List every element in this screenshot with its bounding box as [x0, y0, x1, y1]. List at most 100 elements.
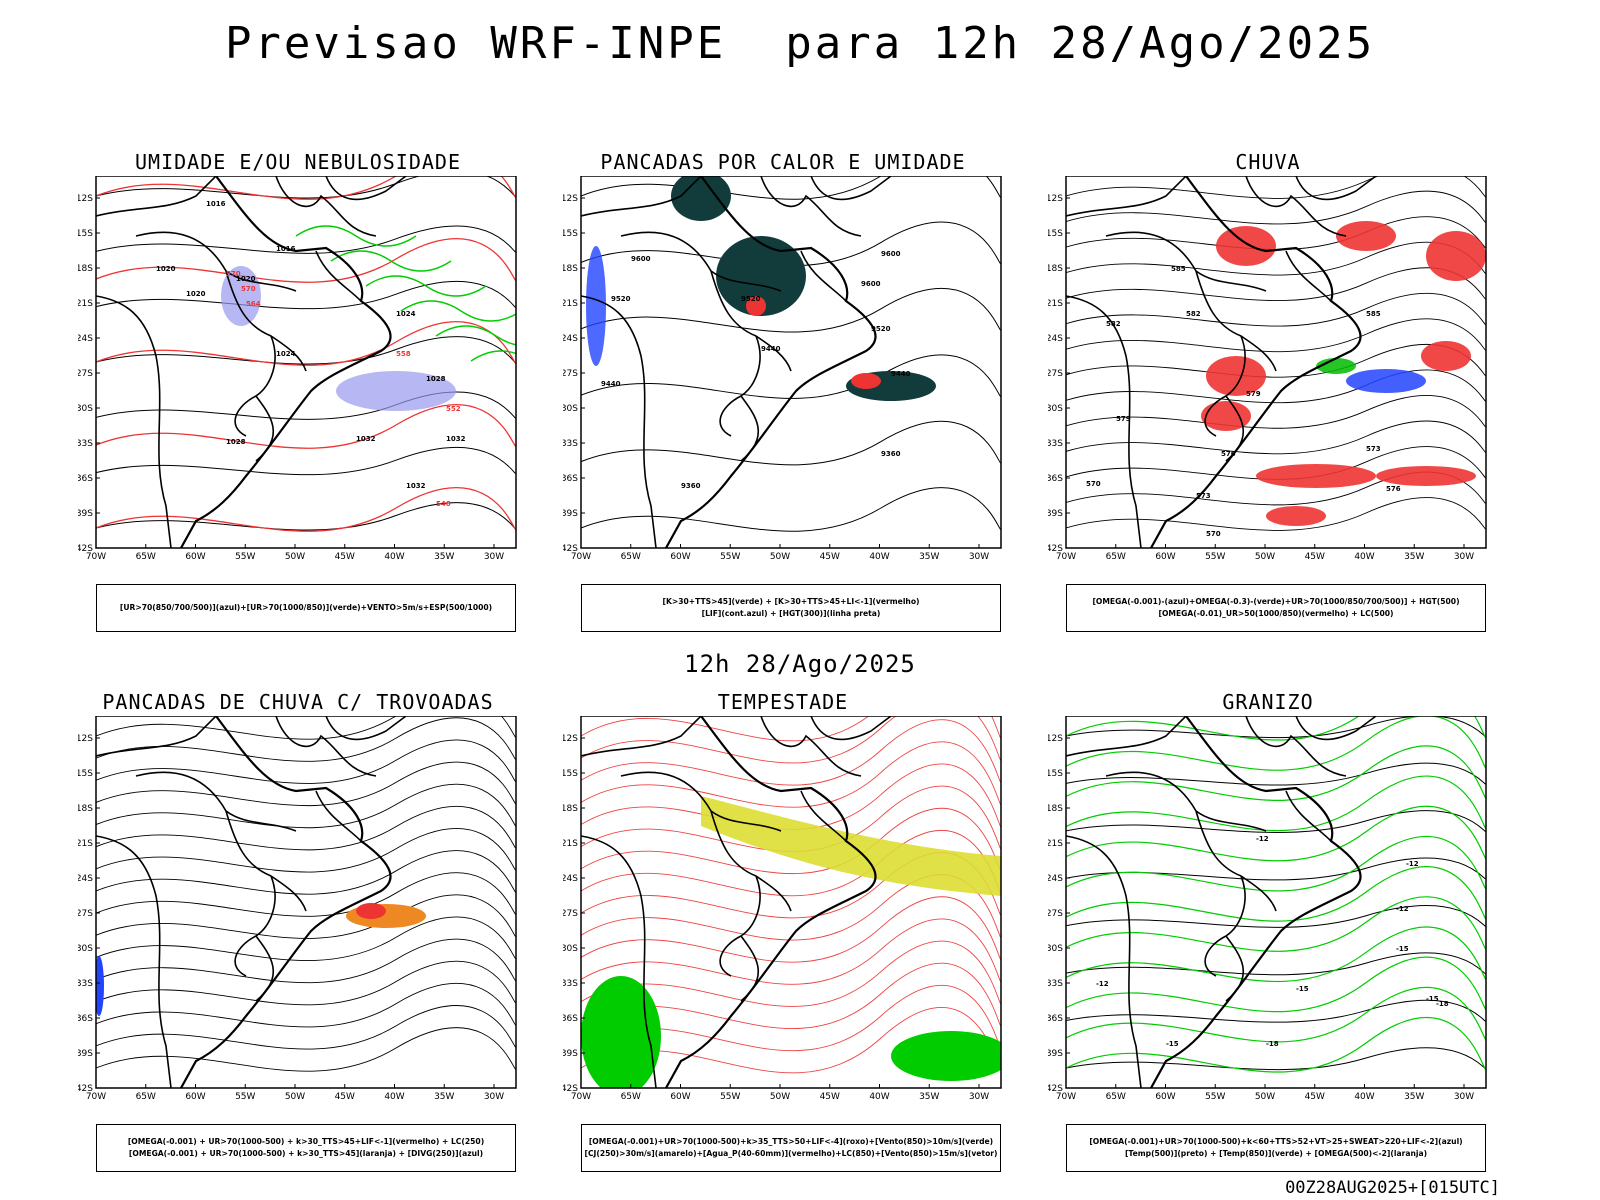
longitude-label: 70W: [1056, 1092, 1076, 1102]
latitude-label: 18S: [1048, 804, 1063, 814]
latitude-label: 42S: [78, 544, 93, 554]
latitude-label: 27S: [563, 369, 578, 379]
longitude-label: 40W: [384, 1092, 404, 1102]
latitude-label: 12S: [563, 734, 578, 744]
rain-area: [1426, 231, 1486, 281]
contour-label: 552: [446, 405, 461, 413]
contour-label: 1032: [406, 482, 426, 490]
longitude-label: 45W: [1305, 1092, 1325, 1102]
panel-legend: [K>30+TTS>45](verde) + [K>30+TTS>45+LI<-…: [581, 584, 1001, 632]
rain-area: [1201, 401, 1251, 431]
contour-label: 576: [1221, 450, 1236, 458]
run-timestamp: 00Z28AUG2025+[015UTC]: [1285, 1178, 1500, 1198]
longitude-label: 55W: [235, 1092, 255, 1102]
longitude-label: 30W: [1454, 552, 1474, 562]
latitude-label: 21S: [78, 299, 93, 309]
longitude-label: 35W: [919, 552, 939, 562]
latitude-label: 42S: [78, 1084, 93, 1094]
contour-label: -15: [1426, 995, 1439, 1003]
latitude-label: 18S: [563, 264, 578, 274]
latitude-label: 33S: [1048, 439, 1063, 449]
latitude-label: 15S: [563, 769, 578, 779]
contour-label: 9600: [861, 280, 881, 288]
latitude-label: 30S: [78, 404, 93, 414]
contour-label: 1020: [156, 265, 176, 273]
longitude-label: 60W: [670, 552, 690, 562]
contour-label: -12: [1396, 905, 1409, 913]
longitude-label: 70W: [571, 1092, 591, 1102]
contour-label: 1028: [426, 375, 446, 383]
latitude-label: 12S: [1048, 734, 1063, 744]
contour-label: 579: [1246, 390, 1261, 398]
latitude-label: 27S: [563, 909, 578, 919]
map-panel: CHUVA 585 582 582 585 579 579 576 573 570 573 570 57…: [1048, 150, 1488, 632]
rain-area: [1256, 464, 1376, 488]
panel-title: CHUVA: [1235, 150, 1301, 174]
longitude-label: 60W: [1155, 552, 1175, 562]
rain-area: [1336, 221, 1396, 251]
latitude-label: 30S: [563, 404, 578, 414]
latitude-label: 39S: [563, 509, 578, 519]
latitude-label: 21S: [563, 839, 578, 849]
latitude-label: 27S: [78, 909, 93, 919]
contour-label: -12: [1406, 860, 1419, 868]
contour-label: 564: [246, 300, 261, 308]
legend-line: [OMEGA(-0.001)-(azul)+OMEGA(-0.3)-(verde…: [1092, 597, 1460, 606]
longitude-label: 65W: [136, 552, 156, 562]
latitude-label: 33S: [78, 979, 93, 989]
map-panel: GRANIZO -12 -12 -12 -15 -15 -15 -18 -18 -15 -12 12S…: [1048, 690, 1488, 1172]
longitude-label: 45W: [335, 1092, 355, 1102]
longitude-label: 65W: [1106, 1092, 1126, 1102]
contour-label: 1028: [226, 438, 246, 446]
longitude-label: 55W: [720, 1092, 740, 1102]
latitude-label: 21S: [1048, 839, 1063, 849]
contour-label: -18: [1436, 1000, 1449, 1008]
panel-title: UMIDADE E/OU NEBULOSIDADE: [134, 150, 462, 174]
latitude-label: 24S: [1048, 874, 1063, 884]
latitude-label: 18S: [78, 804, 93, 814]
latitude-label: 18S: [78, 264, 93, 274]
longitude-label: 50W: [1255, 1092, 1275, 1102]
panel-legend: [OMEGA(-0.001)+UR>70(1000-500)+k>35_TTS>…: [581, 1124, 1001, 1172]
legend-line: [OMEGA(-0.01)_UR>50(1000/850)(vermelho) …: [1158, 609, 1394, 618]
contour-label: 9520: [871, 325, 891, 333]
ascent-area: [1346, 369, 1426, 393]
latitude-label: 36S: [563, 1014, 578, 1024]
contour-label: 1032: [356, 435, 376, 443]
longitude-label: 60W: [670, 1092, 690, 1102]
contour-label: 9520: [611, 295, 631, 303]
latitude-label: 33S: [563, 439, 578, 449]
contour-label: 579: [1116, 415, 1131, 423]
contour-label: 1016: [206, 200, 226, 208]
latitude-label: 21S: [563, 299, 578, 309]
longitude-label: 30W: [484, 552, 504, 562]
latitude-label: 33S: [563, 979, 578, 989]
lif-area: [586, 246, 606, 366]
latitude-label: 15S: [1048, 769, 1063, 779]
contour-label: 1024: [276, 350, 296, 358]
strong-instability-area: [851, 373, 881, 389]
contour-label: 1016: [276, 245, 296, 253]
longitude-label: 40W: [869, 1092, 889, 1102]
latitude-label: 15S: [78, 229, 93, 239]
longitude-label: 50W: [285, 1092, 305, 1102]
contour-label: 576: [1386, 485, 1401, 493]
latitude-label: 36S: [78, 474, 93, 484]
latitude-label: 36S: [1048, 474, 1063, 484]
legend-line: [UR>70(850/700/500)](azul)+[UR>70(1000/8…: [119, 603, 493, 612]
latitude-label: 39S: [1048, 509, 1063, 519]
latitude-label: 18S: [563, 804, 578, 814]
latitude-label: 36S: [1048, 1014, 1063, 1024]
latitude-label: 12S: [563, 194, 578, 204]
map-panel: UMIDADE E/OU NEBULOSIDADE 1016 1016 1020 102…: [78, 150, 518, 632]
longitude-label: 55W: [720, 552, 740, 562]
latitude-label: 21S: [1048, 299, 1063, 309]
latitude-label: 36S: [563, 474, 578, 484]
latitude-label: 12S: [78, 734, 93, 744]
panel-title: PANCADAS POR CALOR E UMIDADE: [600, 150, 966, 174]
latitude-label: 30S: [78, 944, 93, 954]
longitude-label: 35W: [1404, 552, 1424, 562]
latitude-label: 33S: [78, 439, 93, 449]
rain-area: [1216, 226, 1276, 266]
panel-legend: [OMEGA(-0.001)+UR>70(1000-500)+k<60+TTS>…: [1066, 1124, 1486, 1172]
